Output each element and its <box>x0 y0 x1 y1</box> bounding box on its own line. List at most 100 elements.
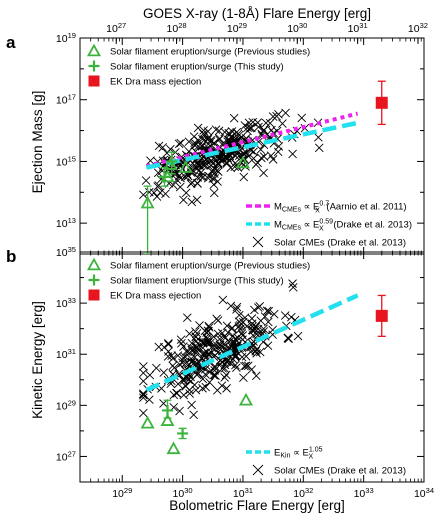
cross-marker <box>139 362 148 371</box>
x-tick-label: 1033 <box>354 486 374 501</box>
triangle-marker <box>163 157 178 170</box>
cross-marker <box>221 333 230 342</box>
top-axis: 1027 1028 1029 1030 1031 1032 <box>106 21 428 44</box>
legend-label: Solar filament eruption/surge (Previous … <box>110 47 310 58</box>
cross-marker <box>229 113 239 123</box>
cross-marker <box>211 125 221 134</box>
y-tick-label: 1019 <box>56 31 76 46</box>
cross-marker <box>182 313 192 323</box>
plot-frame <box>79 37 425 255</box>
cross-marker <box>250 305 259 315</box>
cross-marker <box>205 377 214 387</box>
cross-marker <box>257 153 266 163</box>
cross-marker <box>314 143 324 153</box>
cross-marker <box>192 343 202 352</box>
fit-line-cyan <box>145 120 359 170</box>
cross-marker <box>293 331 303 341</box>
cross-marker <box>227 323 237 333</box>
cross-marker <box>250 325 260 334</box>
cross-marker <box>220 373 229 382</box>
cross-marker <box>236 319 246 329</box>
cross-marker <box>169 390 179 400</box>
top-axis-tick-label: 1029 <box>227 21 247 36</box>
cross-marker <box>139 368 148 378</box>
fit-line-cyan <box>145 293 359 393</box>
cross-marker <box>280 311 290 320</box>
cross-marker <box>203 333 212 343</box>
cross-marker <box>215 341 225 350</box>
cross-marker <box>168 354 178 363</box>
cross-marker <box>264 306 274 316</box>
cross-marker <box>263 317 273 327</box>
cross-marker <box>229 339 238 348</box>
cross-marker <box>249 154 258 163</box>
cross-marker <box>220 127 229 137</box>
cross-marker <box>226 154 236 164</box>
cross-marker <box>139 408 148 418</box>
cross-marker <box>176 173 185 183</box>
top-axis-label: GOES X-ray (1-8Å) Flare Energy [erg] <box>143 6 371 21</box>
cross-marker <box>141 176 151 185</box>
cross-marker <box>139 190 148 200</box>
x-tick-label: 1030 <box>173 486 193 501</box>
cross-marker <box>164 340 173 349</box>
cross-marker <box>265 118 275 128</box>
cross-marker <box>215 343 224 353</box>
cross-marker <box>187 345 197 355</box>
cross-marker <box>221 370 231 380</box>
triangle-marker <box>160 413 175 426</box>
cross-marker <box>198 383 207 393</box>
cross-marker <box>211 362 220 372</box>
cross-marker <box>252 236 264 248</box>
cross-marker <box>174 139 184 149</box>
cross-marker <box>206 135 215 145</box>
cross-marker <box>281 108 290 118</box>
triangle-marker <box>238 392 253 406</box>
cross-marker <box>314 132 323 142</box>
legend-label: Solar filament eruption/surge (This stud… <box>110 62 284 73</box>
cross-marker <box>187 400 196 410</box>
cross-marker <box>144 187 154 197</box>
triangle-marker <box>86 43 102 57</box>
plot-frame <box>79 251 425 483</box>
cross-marker <box>228 331 238 341</box>
triangle-marker <box>140 195 155 209</box>
cross-marker <box>209 362 219 372</box>
cross-marker <box>183 171 193 181</box>
cross-marker <box>268 112 278 121</box>
square-marker <box>88 289 100 301</box>
cross-marker <box>185 385 194 395</box>
cross-marker <box>251 371 261 381</box>
cross-marker <box>168 180 178 190</box>
cross-marker <box>181 346 191 356</box>
cross-marker <box>199 351 209 360</box>
legend-label: MCMEs ∝ E0.7 X (Aarnio et al. 2011) <box>274 201 407 215</box>
cross-marker <box>259 168 268 178</box>
cross-marker <box>208 165 218 175</box>
cross-marker <box>217 381 227 390</box>
cross-marker <box>214 135 224 144</box>
cross-marker <box>189 410 198 420</box>
cross-marker <box>193 123 203 133</box>
cross-marker <box>214 126 224 136</box>
plus-marker <box>88 60 100 72</box>
cross-marker <box>173 379 183 389</box>
cross-marker <box>230 342 240 352</box>
cross-marker <box>239 373 248 382</box>
cross-marker <box>249 147 258 157</box>
cross-marker <box>185 329 194 339</box>
cross-marker <box>244 118 254 128</box>
cross-marker <box>198 134 207 144</box>
plus-marker <box>158 171 170 183</box>
cross-marker <box>179 390 189 400</box>
cross-marker <box>178 358 187 368</box>
cross-marker <box>175 182 185 192</box>
cross-marker <box>211 165 220 174</box>
cross-marker <box>244 151 253 161</box>
legend-label: Solar CMEs (Drake et al. 2013) <box>274 238 406 249</box>
cross-marker <box>238 331 248 340</box>
cross-marker <box>161 189 170 199</box>
cross-marker <box>146 156 155 165</box>
cross-marker <box>198 374 208 384</box>
cross-marker <box>222 357 231 366</box>
